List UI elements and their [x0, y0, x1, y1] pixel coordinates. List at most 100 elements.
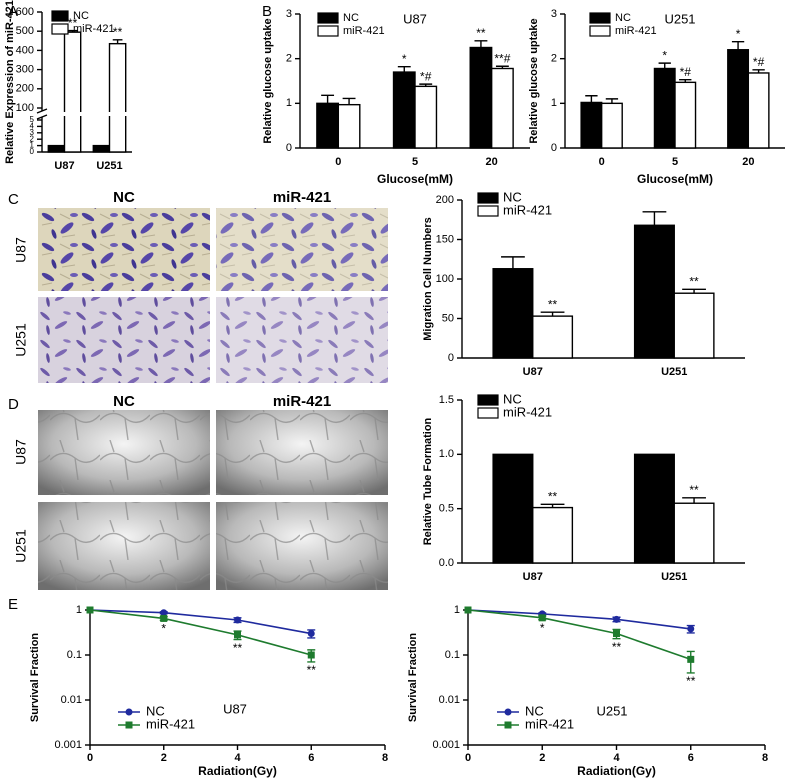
- legend-label: NC: [73, 10, 89, 22]
- bar: [747, 72, 770, 149]
- annotation: *#: [753, 55, 765, 69]
- y-tick-label: 0.0: [439, 557, 454, 569]
- bar: [653, 67, 676, 149]
- bar: [108, 42, 127, 153]
- y-tick-label: 4: [30, 122, 35, 131]
- marker: [613, 615, 620, 623]
- y-tick-label: 0.01: [439, 694, 460, 706]
- x-tick-label: 8: [382, 752, 388, 764]
- chart: U87 Survival Fraction Radiation(Gy) 0.001 0.…: [29, 604, 388, 778]
- y-axis-label: Relative glucose uptake: [528, 18, 540, 143]
- x-tick-label: U87: [523, 366, 543, 378]
- y-tick-label: 0.5: [439, 503, 454, 515]
- bar: [633, 224, 675, 359]
- y-tick-label: 400: [16, 44, 34, 56]
- x-axis-label: Glucose(mM): [637, 172, 713, 186]
- y-tick-label: 1: [30, 141, 35, 150]
- bar: [492, 453, 534, 564]
- y-tick-label: 200: [436, 194, 454, 206]
- series-line: [89, 609, 312, 656]
- annotation: *: [161, 621, 166, 635]
- bar: [600, 102, 623, 149]
- y-axis-label: Relative Tube Formation: [422, 417, 434, 545]
- annotation: **: [686, 674, 696, 688]
- legend-swatch: [589, 25, 611, 37]
- panel-letter: B: [262, 3, 272, 20]
- legend-swatch: [51, 10, 69, 22]
- y-tick-label: 0: [448, 352, 454, 364]
- x-tick-label: 2: [539, 752, 545, 764]
- annotation: *: [402, 52, 407, 66]
- error-bar: [342, 97, 356, 105]
- x-tick-label: 8: [762, 752, 768, 764]
- annotation: *#: [680, 65, 692, 79]
- error-bar: [321, 94, 335, 104]
- legend-label: miR-421: [343, 25, 385, 37]
- legend-label: NC: [343, 12, 359, 24]
- legend-marker: [504, 721, 512, 729]
- annotation: **: [548, 297, 558, 311]
- bar: [414, 85, 438, 149]
- bar: [490, 67, 514, 149]
- legend-label: miR-421: [503, 202, 552, 217]
- chart-title: U251: [664, 11, 695, 26]
- x-tick-label: 4: [234, 752, 241, 764]
- image-column-label: miR-421: [273, 393, 331, 410]
- marker: [160, 609, 168, 617]
- image-row-label: U251: [13, 323, 29, 357]
- x-tick-label: 6: [308, 752, 314, 764]
- y-axis-label: Survival Fraction: [29, 633, 41, 723]
- panel-letter: A: [8, 3, 18, 20]
- bar: [673, 502, 715, 564]
- error-bar: [605, 98, 619, 104]
- y-axis-label: Survival Fraction: [407, 633, 419, 723]
- bar: [492, 268, 534, 359]
- y-tick-label: 0: [30, 147, 35, 156]
- y-axis-label: Migration Cell Numbers: [422, 217, 434, 340]
- bar: [337, 103, 361, 149]
- error-bar: [731, 40, 745, 50]
- y-tick-label: 100: [16, 102, 34, 114]
- y-tick-label: 2: [286, 53, 292, 65]
- x-tick-label: 5: [412, 156, 418, 168]
- marker: [86, 606, 94, 614]
- y-tick-label: 3: [30, 128, 35, 137]
- x-axis-label: Radiation(Gy): [198, 764, 277, 778]
- y-tick-label: 3: [286, 8, 292, 20]
- legend-swatch: [317, 25, 339, 37]
- annotation: **: [689, 483, 699, 497]
- y-tick-label: 0: [286, 142, 292, 154]
- image-column-label: NC: [113, 393, 135, 410]
- legend-swatch: [51, 23, 69, 35]
- error-bar: [682, 497, 706, 504]
- panel-letter: D: [8, 396, 19, 413]
- y-axis-label: Relative glucose uptake: [262, 18, 274, 143]
- tube-images: [38, 410, 388, 590]
- x-tick-label: 4: [613, 752, 620, 764]
- y-tick-label: 150: [436, 233, 454, 245]
- axis-break-mark: [36, 108, 48, 120]
- x-axis-label: Radiation(Gy): [577, 764, 656, 778]
- annotation: **: [548, 489, 558, 503]
- marker: [687, 625, 695, 633]
- error-bar: [67, 29, 78, 33]
- bar: [47, 144, 66, 153]
- image-row-label: U87: [13, 237, 29, 263]
- legend-marker: [504, 708, 512, 716]
- y-tick-label: 0: [551, 142, 557, 154]
- image-row-label: U251: [13, 529, 29, 563]
- annotation: **: [68, 16, 78, 30]
- bar: [633, 453, 675, 564]
- y-tick-label: 0.001: [54, 739, 82, 751]
- panel-letter: C: [8, 191, 19, 208]
- annotation: **: [612, 640, 622, 654]
- annotation: **: [307, 663, 317, 677]
- y-tick-label: 3: [551, 8, 557, 20]
- legend-swatch: [477, 407, 499, 419]
- bar: [392, 71, 416, 149]
- image-column-label: miR-421: [273, 189, 331, 206]
- x-tick-label: 0: [335, 156, 341, 168]
- x-tick-label: 0: [87, 752, 93, 764]
- x-tick-label: 20: [742, 156, 754, 168]
- bar: [580, 101, 603, 149]
